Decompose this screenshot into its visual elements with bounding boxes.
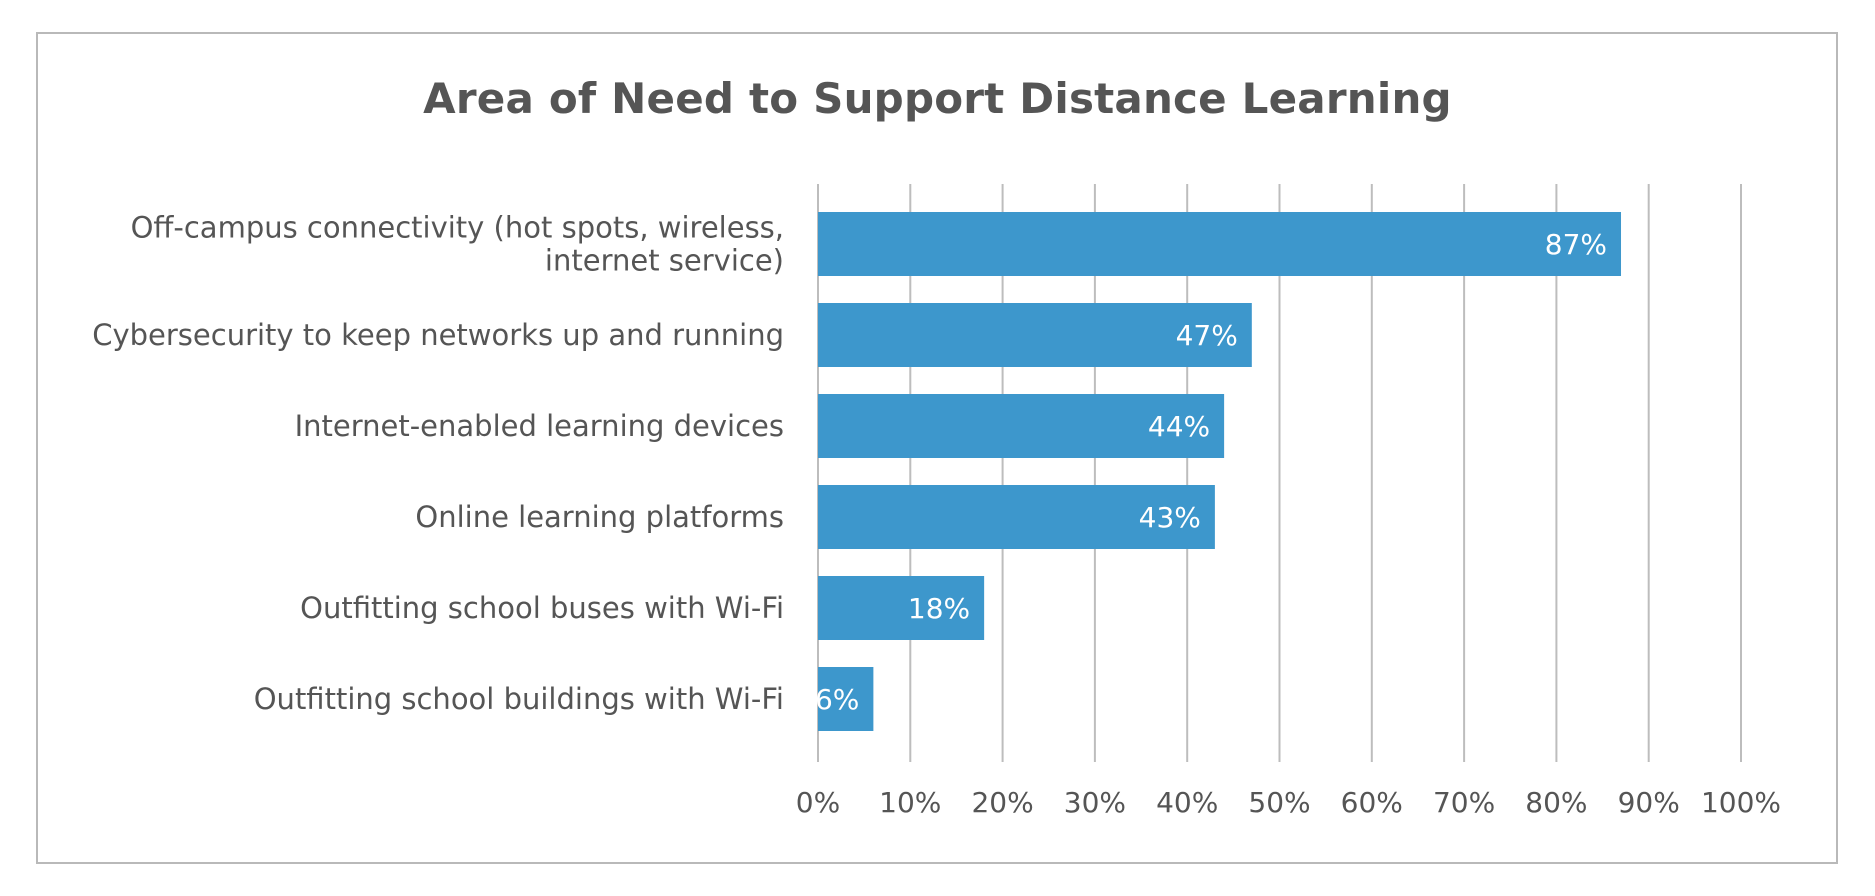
x-tick-label: 20% [971, 786, 1033, 819]
bar-value-label: 44% [1148, 410, 1210, 443]
x-tick-label: 40% [1156, 786, 1218, 819]
category-label: Cybersecurity to keep networks up and ru… [92, 318, 784, 352]
chart-title: Area of Need to Support Distance Learnin… [423, 74, 1452, 123]
bar [818, 485, 1215, 549]
category-label: Off-campus connectivity (hot spots, wire… [131, 211, 784, 245]
x-tick-label: 10% [879, 786, 941, 819]
bar-value-label: 87% [1545, 228, 1607, 261]
category-label: Online learning platforms [415, 500, 784, 534]
category-label: Outfitting school buildings with Wi-Fi [254, 682, 784, 716]
x-tick-label: 90% [1618, 786, 1680, 819]
bar-value-label: 47% [1176, 319, 1238, 352]
bar [818, 576, 985, 640]
bar [818, 394, 1225, 458]
x-tick-label: 80% [1525, 786, 1587, 819]
bar-value-label: 18% [908, 592, 970, 625]
x-tick-label: 100% [1701, 786, 1781, 819]
category-label: Internet-enabled learning devices [295, 409, 784, 443]
category-label: internet service) [545, 244, 784, 278]
bar-value-label: 6% [815, 683, 859, 716]
x-tick-label: 60% [1341, 786, 1403, 819]
category-label: Outfitting school buses with Wi-Fi [300, 591, 784, 625]
bar [818, 667, 874, 731]
x-tick-label: 70% [1433, 786, 1495, 819]
bar [818, 212, 1622, 276]
x-tick-label: 0% [796, 786, 840, 819]
x-tick-label: 50% [1248, 786, 1310, 819]
bar [818, 303, 1252, 367]
x-tick-label: 30% [1064, 786, 1126, 819]
bar-value-label: 43% [1139, 501, 1201, 534]
